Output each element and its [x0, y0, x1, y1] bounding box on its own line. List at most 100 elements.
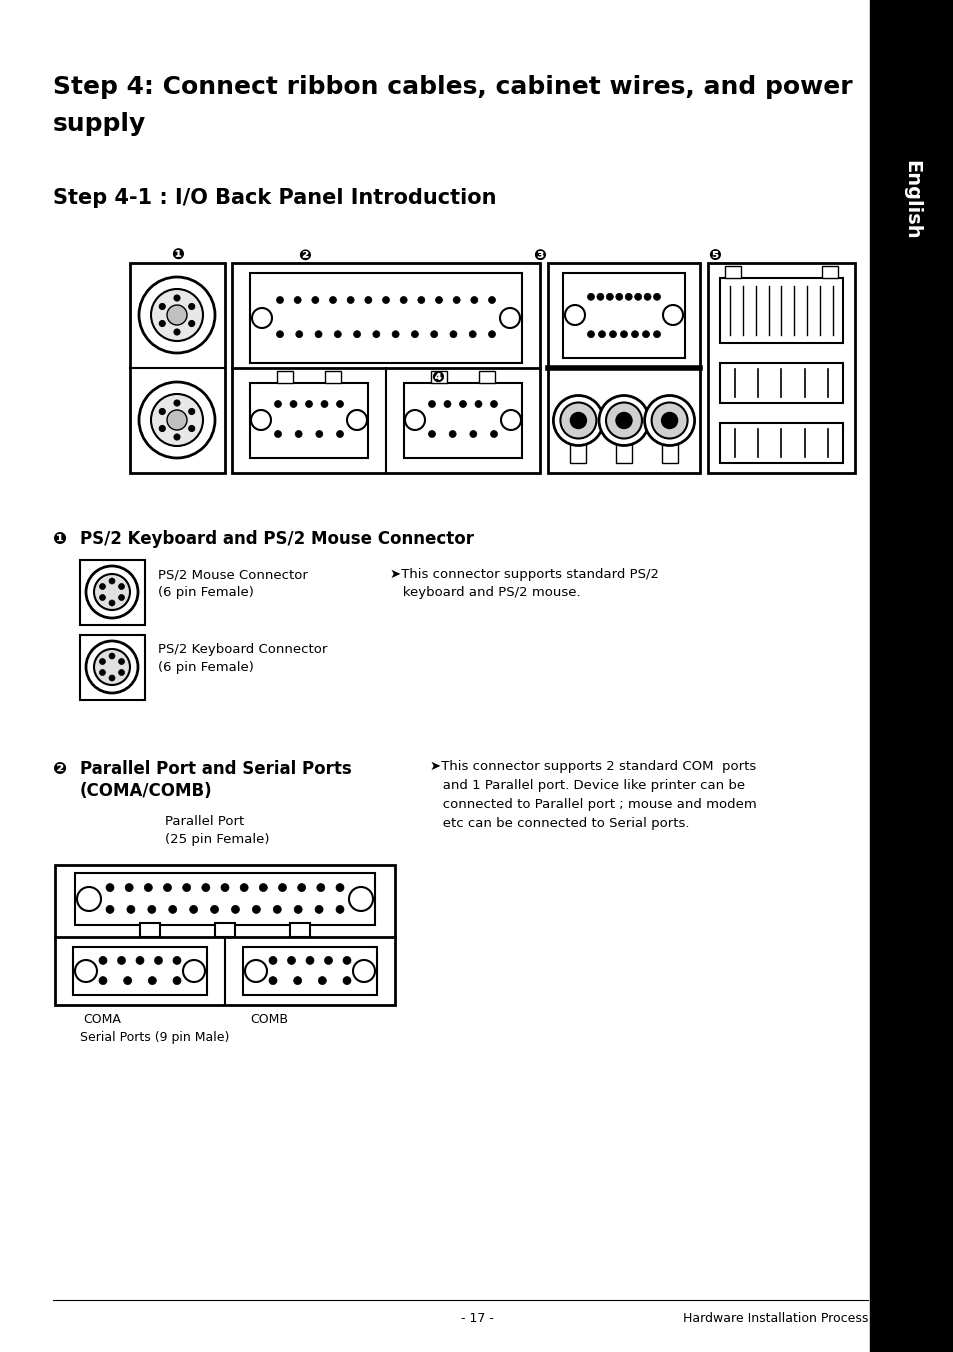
Circle shape — [450, 331, 456, 338]
Circle shape — [172, 956, 181, 964]
Bar — [562, 273, 684, 358]
Circle shape — [118, 584, 125, 589]
Circle shape — [99, 658, 106, 664]
Circle shape — [159, 320, 165, 326]
Bar — [720, 423, 842, 462]
Bar — [80, 560, 145, 625]
Circle shape — [269, 956, 276, 964]
Circle shape — [273, 906, 281, 914]
Circle shape — [118, 658, 125, 664]
Circle shape — [605, 403, 641, 438]
Bar — [243, 946, 376, 995]
Circle shape — [276, 331, 283, 338]
Circle shape — [211, 906, 218, 914]
Text: (25 pin Female): (25 pin Female) — [165, 833, 269, 846]
Circle shape — [99, 595, 106, 600]
Bar — [55, 865, 395, 1005]
Circle shape — [294, 296, 301, 303]
Text: PS/2 Keyboard Connector: PS/2 Keyboard Connector — [158, 644, 327, 656]
Text: - 17 -: - 17 - — [460, 1311, 493, 1325]
Circle shape — [411, 331, 418, 338]
Circle shape — [106, 906, 113, 914]
Circle shape — [598, 396, 648, 446]
Circle shape — [77, 887, 101, 911]
Circle shape — [336, 400, 343, 407]
Circle shape — [274, 430, 281, 438]
Bar — [720, 279, 842, 343]
Circle shape — [661, 412, 677, 429]
Circle shape — [443, 400, 451, 407]
Text: ❸: ❸ — [533, 247, 546, 264]
Circle shape — [651, 403, 687, 438]
Circle shape — [221, 884, 229, 891]
Text: ❶: ❶ — [172, 247, 184, 264]
Text: Step 4-1 : I/O Back Panel Introduction: Step 4-1 : I/O Back Panel Introduction — [53, 188, 496, 208]
Circle shape — [392, 331, 398, 338]
Circle shape — [347, 410, 367, 430]
Text: (6 pin Female): (6 pin Female) — [158, 585, 253, 599]
Circle shape — [148, 906, 155, 914]
Circle shape — [553, 396, 602, 446]
Circle shape — [86, 566, 138, 618]
Circle shape — [453, 296, 459, 303]
Circle shape — [148, 976, 156, 984]
Circle shape — [106, 884, 113, 891]
Circle shape — [662, 306, 682, 324]
Circle shape — [294, 976, 301, 984]
Bar — [707, 264, 854, 473]
Circle shape — [109, 653, 115, 658]
Circle shape — [641, 331, 649, 338]
Circle shape — [305, 400, 313, 407]
Bar — [73, 946, 207, 995]
Circle shape — [202, 884, 210, 891]
Circle shape — [499, 308, 519, 329]
Circle shape — [167, 410, 187, 430]
Circle shape — [469, 430, 476, 438]
Circle shape — [619, 331, 627, 338]
Circle shape — [428, 430, 435, 438]
Circle shape — [94, 575, 130, 610]
Circle shape — [643, 293, 650, 300]
Text: (6 pin Female): (6 pin Female) — [158, 661, 253, 675]
Circle shape — [240, 884, 248, 891]
Circle shape — [189, 426, 194, 431]
Circle shape — [624, 293, 632, 300]
Circle shape — [297, 884, 305, 891]
Circle shape — [144, 884, 152, 891]
Bar — [478, 370, 494, 383]
Circle shape — [644, 396, 694, 446]
Text: Hardware Installation Process: Hardware Installation Process — [682, 1311, 867, 1325]
Circle shape — [382, 296, 389, 303]
Text: keyboard and PS/2 mouse.: keyboard and PS/2 mouse. — [390, 585, 580, 599]
Circle shape — [315, 430, 322, 438]
Circle shape — [597, 293, 603, 300]
Text: ❷: ❷ — [298, 247, 311, 264]
Circle shape — [471, 296, 477, 303]
Circle shape — [295, 331, 302, 338]
Bar — [130, 264, 225, 473]
Circle shape — [428, 400, 435, 407]
Circle shape — [86, 641, 138, 694]
Circle shape — [94, 649, 130, 685]
Circle shape — [347, 296, 354, 303]
Circle shape — [294, 430, 302, 438]
Circle shape — [564, 306, 584, 324]
Bar — [140, 923, 160, 937]
Circle shape — [615, 293, 622, 300]
Circle shape — [653, 331, 659, 338]
Circle shape — [316, 884, 324, 891]
Text: ❹: ❹ — [431, 370, 444, 385]
Circle shape — [173, 295, 180, 301]
Circle shape — [189, 303, 194, 310]
Text: ❷: ❷ — [53, 760, 67, 777]
Bar — [403, 383, 521, 458]
Text: Serial Ports (9 pin Male): Serial Ports (9 pin Male) — [80, 1032, 229, 1044]
Circle shape — [320, 400, 328, 407]
Bar — [250, 383, 368, 458]
Bar — [80, 635, 145, 700]
Circle shape — [173, 434, 180, 439]
Circle shape — [336, 430, 343, 438]
Text: ➤This connector supports standard PS/2: ➤This connector supports standard PS/2 — [390, 568, 659, 581]
Bar — [277, 370, 294, 383]
Circle shape — [117, 956, 126, 964]
